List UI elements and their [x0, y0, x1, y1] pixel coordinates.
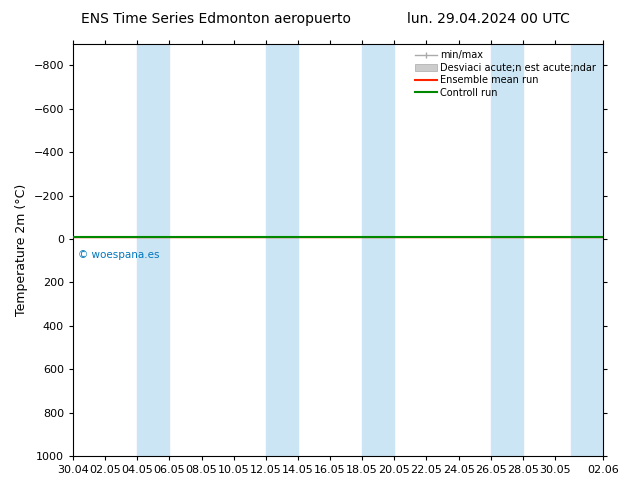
Legend: min/max, Desviaci acute;n est acute;ndar, Ensemble mean run, Controll run: min/max, Desviaci acute;n est acute;ndar…	[413, 49, 598, 99]
Bar	[138, 44, 169, 456]
Text: © woespana.es: © woespana.es	[79, 250, 160, 260]
Bar	[266, 44, 298, 456]
Text: lun. 29.04.2024 00 UTC: lun. 29.04.2024 00 UTC	[407, 12, 569, 26]
Y-axis label: Temperature 2m (°C): Temperature 2m (°C)	[15, 184, 28, 316]
Text: ENS Time Series Edmonton aeropuerto: ENS Time Series Edmonton aeropuerto	[81, 12, 351, 26]
Bar	[491, 44, 523, 456]
Bar	[571, 44, 603, 456]
Bar	[362, 44, 394, 456]
